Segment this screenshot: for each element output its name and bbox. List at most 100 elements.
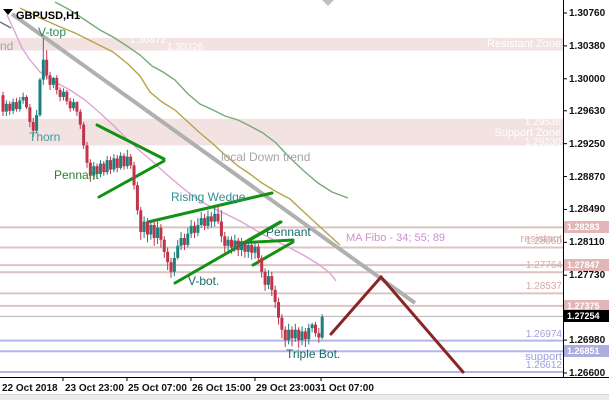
price-zone-band[interactable]	[0, 118, 563, 146]
current-bid-tag: 1.27254	[564, 310, 609, 323]
candle-body	[11, 102, 15, 111]
candle-body	[125, 156, 129, 167]
time-tick-label: 22 Oct 2018	[2, 383, 58, 394]
candle-body	[260, 257, 264, 272]
moving-average-line	[0, 21, 12, 29]
price-tick-label: 1.30000	[569, 73, 606, 85]
level-price-label[interactable]: 1.28537	[525, 281, 562, 293]
chart-annotation-text[interactable]: 1.30472	[130, 35, 167, 46]
candle-body	[172, 257, 176, 272]
candle-body	[72, 102, 76, 109]
candle-body	[41, 59, 45, 80]
candle-body	[313, 324, 317, 334]
local-down-trendline[interactable]	[10, 12, 417, 305]
candle-body	[287, 329, 291, 341]
candle-body	[21, 96, 25, 101]
candle-body	[152, 225, 156, 238]
candle-body	[65, 91, 69, 102]
candle-body	[68, 101, 72, 109]
time-tick-label: 31 Oct 07:00	[315, 383, 374, 394]
candle-body	[270, 276, 274, 290]
moving-average-line	[6, 14, 337, 282]
level-price-label[interactable]: 1.26974	[525, 328, 562, 340]
chart-annotation-text[interactable]: 1.30326	[167, 42, 204, 53]
candle-body	[206, 216, 210, 226]
candle-body	[273, 289, 277, 303]
candle-body	[179, 238, 183, 246]
price-tick-label: 1.30380	[569, 40, 606, 52]
price-tick-label: 1.26600	[569, 368, 606, 379]
price-zone-band[interactable]	[0, 37, 563, 51]
candle-body	[283, 329, 287, 341]
pattern-trendline[interactable]	[251, 240, 295, 267]
symbol-timeframe-text: GBPUSD,H1	[16, 10, 81, 22]
price-tick-label: 1.29630	[569, 105, 606, 117]
candle-body	[145, 221, 149, 235]
chart-annotation-text[interactable]: Resistant Zone	[487, 38, 561, 50]
candle-body	[82, 124, 86, 146]
level-price-label[interactable]: 1.28050	[525, 235, 562, 247]
chart-annotation-text[interactable]: 1.29538	[524, 117, 561, 128]
candle-body	[186, 233, 190, 245]
chart-annotation-text[interactable]: Triple Bot.	[286, 347, 341, 361]
candle-body	[169, 262, 173, 272]
candle-body	[55, 77, 59, 91]
candle-body	[246, 244, 250, 252]
candle-body	[199, 218, 203, 226]
candle-body	[226, 239, 230, 246]
time-tick-label: 29 Oct 23:00	[256, 383, 315, 394]
candle-body	[307, 328, 311, 340]
pattern-trendline[interactable]	[97, 159, 166, 199]
price-axis-tag: 1.28283	[564, 221, 609, 234]
chart-annotation-text[interactable]: Pennant	[54, 168, 99, 182]
candle-body	[189, 225, 193, 234]
chart-annotation-text[interactable]: V-top	[38, 25, 67, 39]
candle-body	[31, 122, 35, 131]
moving-average-line	[54, 1, 349, 199]
time-tick-label: 25 Oct 07:00	[128, 383, 187, 394]
chart-annotation-text[interactable]: MA Fibo - 34; 55; 89	[346, 232, 446, 244]
time-tick-label: 23 Oct 23:00	[65, 383, 124, 394]
candle-body	[1, 95, 5, 112]
chart-annotation-text[interactable]: Pennant	[266, 225, 311, 239]
chart-annotation-text[interactable]: V-bot.	[188, 274, 220, 288]
chart-annotation-text[interactable]: Support Zone	[494, 127, 561, 139]
candle-body	[266, 276, 270, 285]
candle-body	[4, 103, 8, 112]
candle-body	[78, 111, 82, 125]
chart-annotation-text[interactable]: local Down trend	[221, 150, 311, 164]
candle-body	[95, 166, 99, 174]
candle-body	[45, 59, 49, 76]
level-price-label[interactable]: 1.27764	[525, 260, 562, 272]
chart-annotation-text[interactable]: nd	[0, 39, 14, 53]
candle-body	[256, 246, 260, 258]
symbol-dropdown-icon[interactable]	[3, 9, 13, 15]
chart-annotation-text[interactable]: support	[525, 351, 562, 363]
candle-body	[25, 96, 29, 108]
candle-body	[129, 156, 133, 166]
candle-body	[290, 329, 294, 339]
candle-body	[243, 244, 247, 252]
chart-annotation-text[interactable]: Rising Wedge	[171, 190, 246, 204]
candle-body	[320, 316, 324, 338]
chart-annotation-text[interactable]: 1.29230	[524, 137, 561, 148]
candle-body	[132, 165, 136, 186]
projection-path[interactable]	[329, 274, 465, 374]
chart-annotation-text[interactable]: resistant	[520, 233, 562, 245]
candle-body	[115, 158, 119, 168]
candle-body	[105, 160, 109, 173]
price-tick-label: 1.29250	[569, 138, 606, 150]
candle-body	[122, 155, 126, 167]
pattern-trendline[interactable]	[238, 220, 282, 247]
pattern-trendline[interactable]	[95, 123, 166, 161]
chart-annotation-text[interactable]: Thorn	[29, 130, 61, 144]
level-price-label[interactable]: 1.26612	[525, 359, 562, 371]
candle-body	[209, 216, 213, 222]
window-bottom-edge	[0, 394, 609, 400]
candle-body	[159, 227, 163, 240]
price-tick-label: 1.26980	[569, 335, 606, 347]
pattern-trendline[interactable]	[146, 191, 274, 224]
candle-body	[85, 145, 89, 163]
candle-body	[75, 102, 79, 112]
